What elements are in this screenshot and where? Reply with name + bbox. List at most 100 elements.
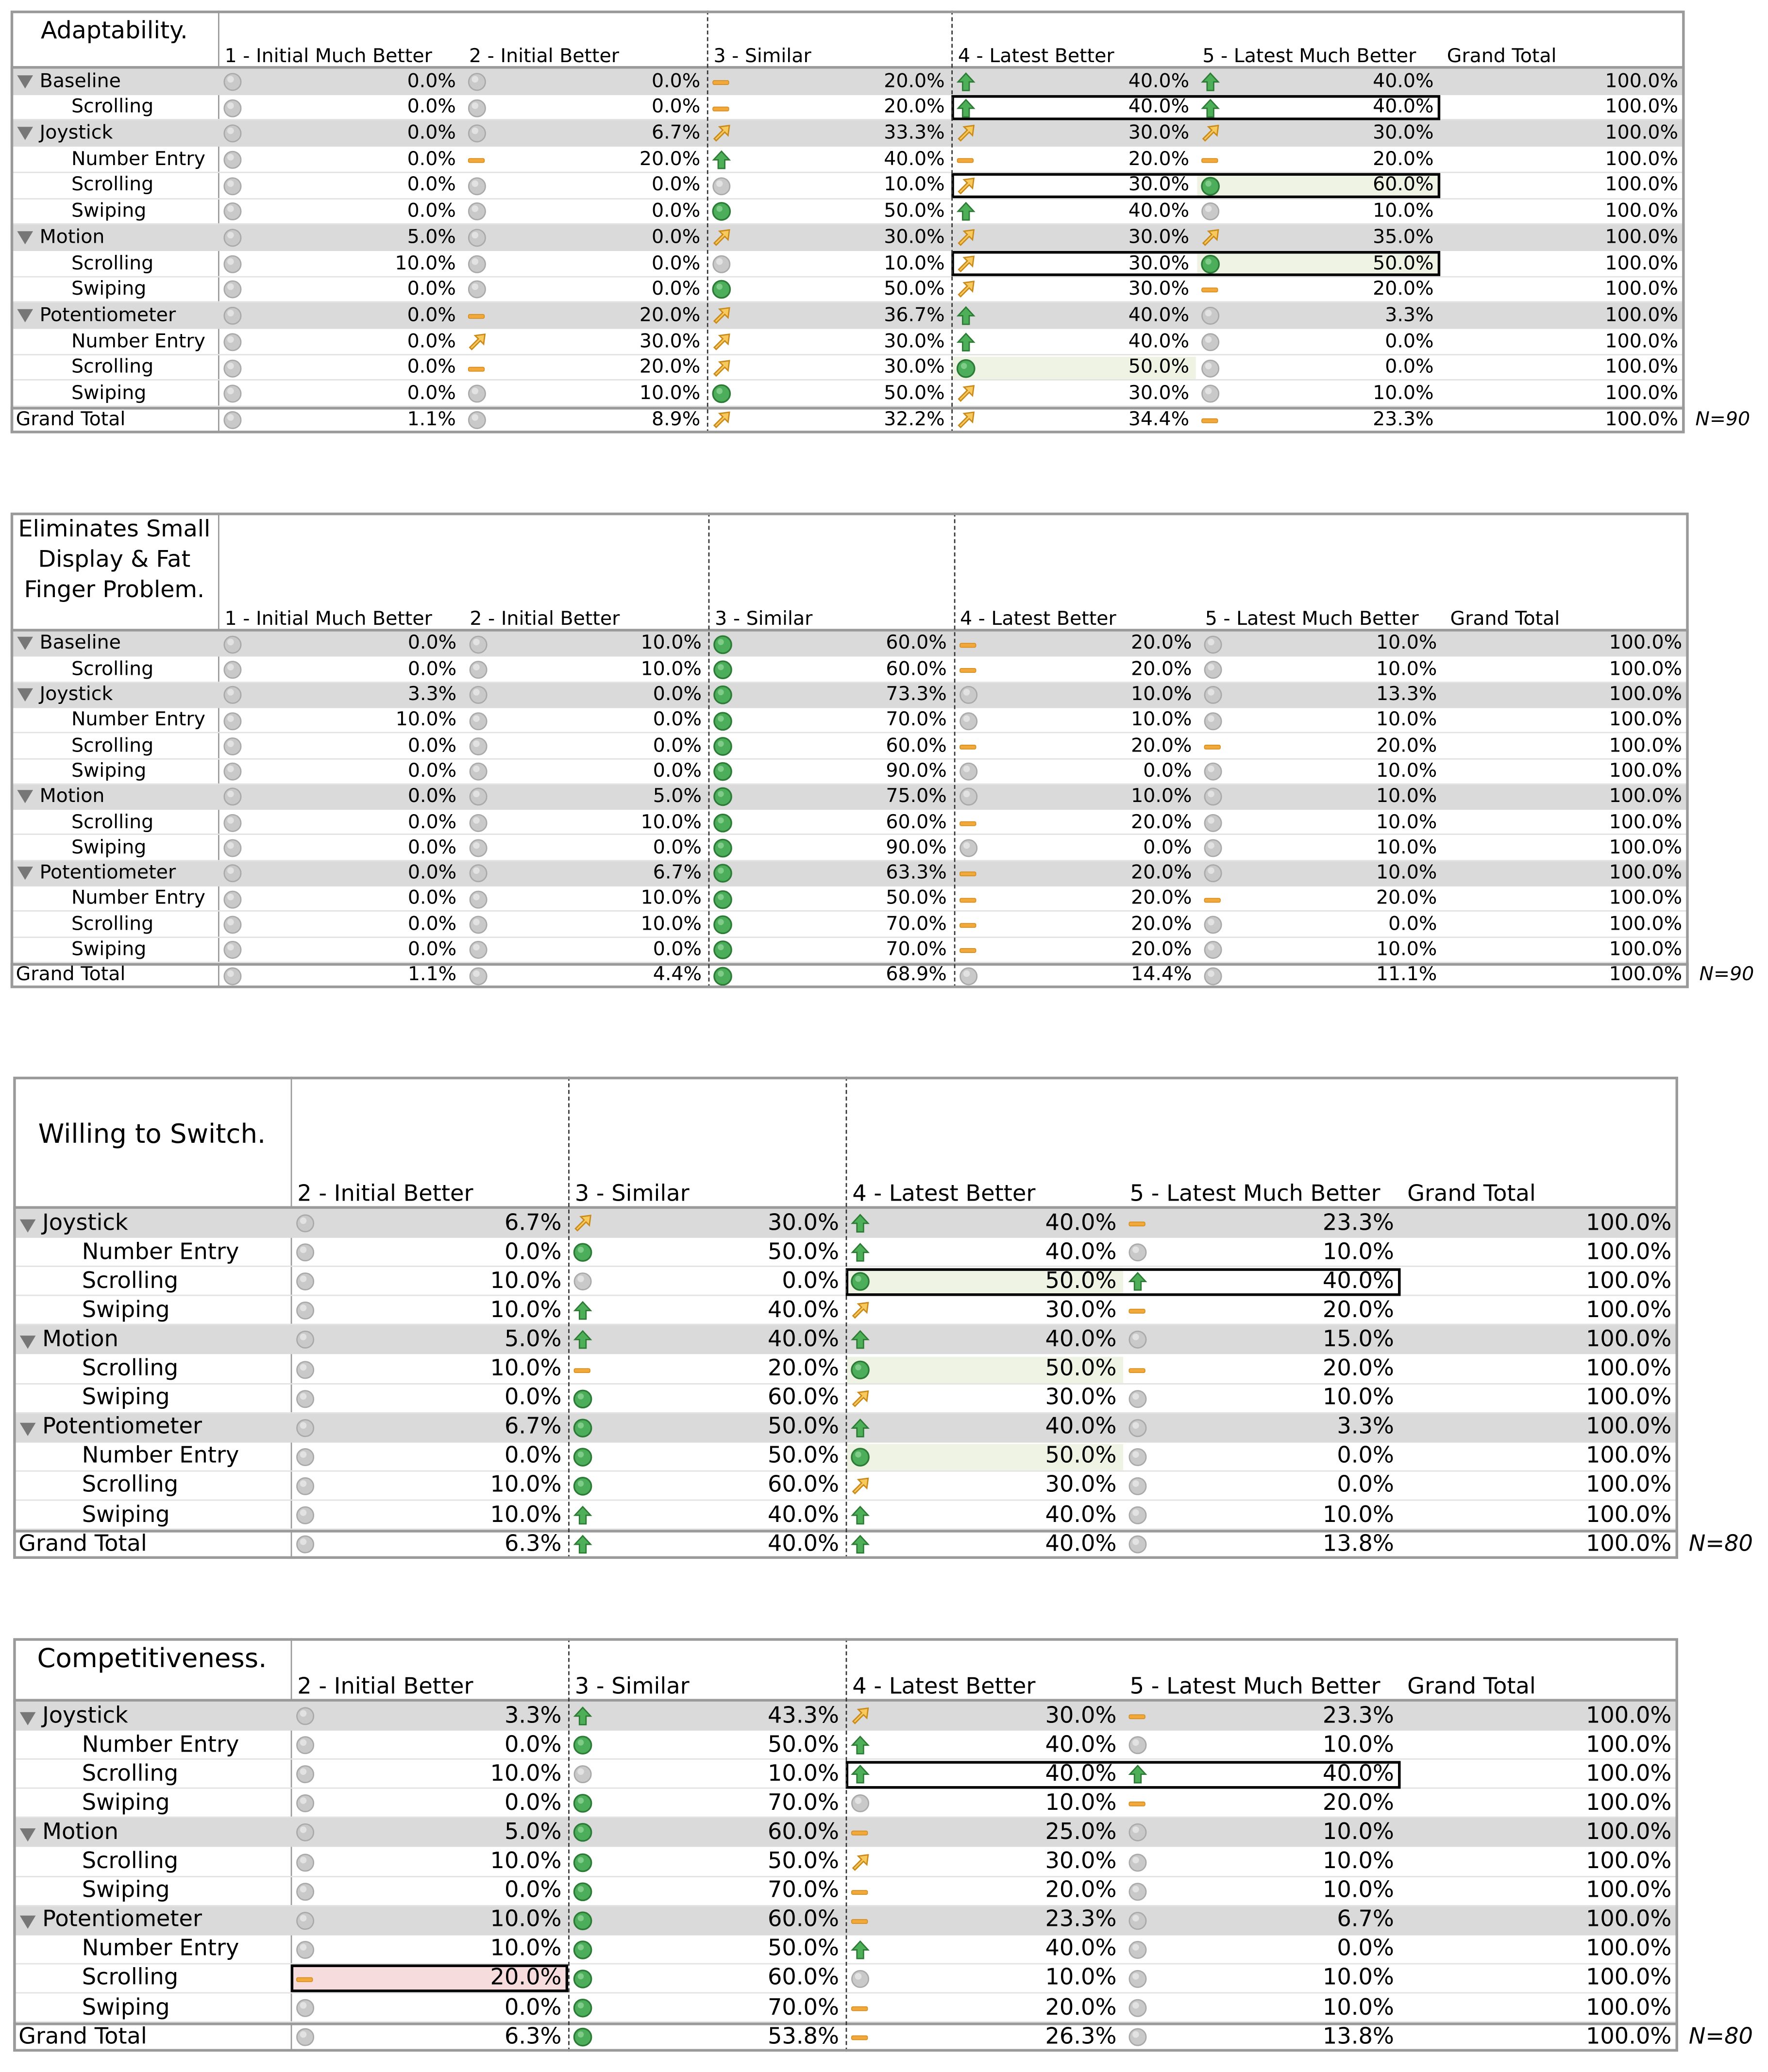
status-icon [572, 1446, 593, 1468]
cell-value: 0.0% [1143, 837, 1192, 859]
table-border [10, 512, 1689, 988]
cell-value: 30.0% [1128, 383, 1190, 404]
status-icon [572, 1417, 593, 1438]
cell-value: 0.0% [407, 175, 456, 196]
cell-value: 20.0% [1376, 735, 1437, 757]
cell-highlight [1197, 174, 1441, 198]
cell-value: 0.0% [653, 684, 702, 706]
item-label: Scrolling [71, 175, 154, 196]
status-icon [958, 761, 979, 783]
collapse-toggle[interactable] [16, 73, 34, 89]
collapse-toggle[interactable] [16, 308, 34, 324]
status-icon [712, 761, 734, 783]
status-icon [467, 659, 488, 681]
cell-value: 60.0% [886, 633, 947, 655]
status-icon [712, 735, 734, 757]
cell-value: 10.0% [884, 175, 945, 196]
status-icon [222, 863, 243, 885]
cell-value: 0.0% [504, 1238, 562, 1265]
row-total: 100.0% [1605, 123, 1678, 144]
table-border [13, 1638, 1678, 2052]
cell-value: 0.0% [653, 837, 702, 859]
cell-value: 10.0% [639, 383, 701, 404]
status-icon [222, 123, 243, 145]
column-header: 3 - Similar [574, 1673, 690, 1701]
status-icon [850, 1271, 871, 1292]
cell-value: 60.0% [886, 735, 947, 757]
status-icon [1200, 305, 1221, 327]
row-total: 100.0% [1605, 70, 1678, 92]
collapse-toggle[interactable] [18, 1214, 37, 1232]
cell-value: 40.0% [1128, 201, 1190, 222]
cell-value: 6.3% [504, 1530, 562, 1557]
collapse-toggle[interactable] [18, 1330, 37, 1349]
cell-value: 20.0% [1131, 659, 1192, 680]
collapse-toggle[interactable] [16, 789, 34, 805]
row-separator [10, 119, 1685, 121]
status-icon [1200, 201, 1221, 223]
collapse-toggle[interactable] [16, 636, 34, 652]
pivot-table: Willing to Switch. 2 - Initial Better 3 - … [13, 1076, 1678, 1559]
cell-value: 0.0% [407, 633, 457, 655]
cell-value: 10.0% [1376, 710, 1437, 731]
cell-value: 0.0% [651, 70, 701, 92]
column-header: 2 - Initial Better [469, 45, 619, 67]
cell-value: 32.2% [884, 409, 945, 431]
cell-value: 10.0% [1131, 786, 1192, 808]
status-icon [572, 1534, 593, 1555]
status-icon [958, 863, 979, 885]
column-header: Grand Total [1407, 1181, 1536, 1208]
cell-value: 20.0% [1322, 1297, 1394, 1324]
item-label: Scrolling [71, 812, 154, 833]
cell-value: 20.0% [1131, 863, 1192, 884]
row-total: 100.0% [1609, 633, 1683, 655]
cell-value: 10.0% [490, 1501, 562, 1528]
cell-value: 0.0% [407, 837, 457, 859]
cell-value: 40.0% [1045, 1326, 1117, 1353]
collapse-toggle[interactable] [16, 126, 34, 142]
status-icon [850, 1417, 871, 1438]
collapse-toggle[interactable] [18, 1706, 37, 1725]
cell-value: 90.0% [886, 761, 947, 782]
status-icon [222, 659, 243, 681]
status-icon [958, 634, 979, 655]
item-label: Scrolling [71, 659, 154, 680]
group-row-band [10, 682, 1689, 708]
status-icon [850, 1388, 871, 1409]
status-icon [295, 1301, 316, 1322]
collapse-toggle[interactable] [16, 230, 34, 246]
group-row-band [10, 784, 1689, 810]
cell-value: 40.0% [767, 1326, 839, 1353]
collapse-toggle[interactable] [16, 866, 34, 882]
cell-value: 30.0% [1128, 123, 1190, 144]
collapse-toggle[interactable] [16, 687, 34, 703]
collapse-toggle[interactable] [18, 1418, 37, 1437]
cell-value: 13.3% [1376, 684, 1437, 706]
status-icon [222, 253, 243, 275]
status-icon [572, 1330, 593, 1351]
row-separator [10, 275, 1685, 277]
status-icon [295, 1475, 316, 1497]
row-separator [10, 732, 1689, 734]
status-icon [1200, 175, 1221, 197]
row-separator [10, 936, 1689, 937]
row-total: 100.0% [1605, 227, 1678, 249]
item-label: Swiping [82, 1501, 170, 1528]
group-label: Potentiometer [39, 305, 176, 326]
row-total: 100.0% [1585, 1501, 1672, 1528]
cell-value: 0.0% [653, 939, 702, 961]
table-title: Willing to Switch. [38, 1118, 266, 1150]
cell-value: 20.0% [1131, 939, 1192, 961]
status-icon [222, 409, 243, 431]
status-icon [295, 1534, 316, 1555]
cell-value: 0.0% [504, 1443, 562, 1470]
status-icon [572, 1388, 593, 1409]
status-icon [222, 965, 243, 986]
table-title: Eliminates Small Display & Fat Finger Pr… [18, 516, 211, 603]
status-icon [222, 384, 243, 405]
table-title: Adaptability. [40, 17, 188, 45]
status-icon [295, 1388, 316, 1409]
status-icon [222, 149, 243, 170]
cell-value: 0.0% [653, 761, 702, 782]
status-icon [295, 1330, 316, 1351]
